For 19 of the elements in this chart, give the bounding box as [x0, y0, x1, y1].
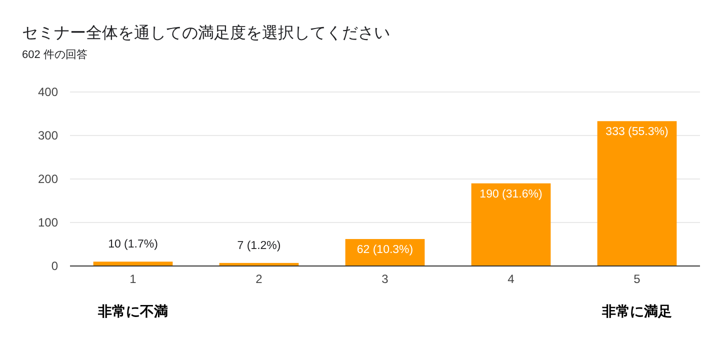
ytick: 400	[38, 85, 58, 99]
annotation: 非常に満足	[602, 303, 672, 319]
value-label: 62 (10.3%)	[356, 244, 414, 256]
title: セミナー全体を通しての満足度を選択してください	[22, 25, 390, 42]
value-label: 190 (31.6%)	[480, 188, 542, 200]
subtitle: 602 件の回答	[22, 49, 88, 61]
xtick: 2	[256, 272, 262, 286]
xtick: 1	[130, 272, 136, 286]
ytick: 100	[38, 216, 58, 230]
annotation: 非常に不満	[98, 303, 168, 319]
xtick: 4	[508, 272, 514, 286]
value-label: 10 (1.7%)	[108, 238, 158, 251]
xtick: 3	[382, 272, 388, 286]
value-label: 7 (1.2%)	[237, 240, 281, 252]
xtick: 5	[634, 272, 640, 286]
ytick: 300	[38, 128, 58, 142]
ytick: 200	[38, 172, 58, 186]
ytick: 0	[51, 259, 58, 273]
value-label: 333 (55.3%)	[606, 126, 668, 138]
